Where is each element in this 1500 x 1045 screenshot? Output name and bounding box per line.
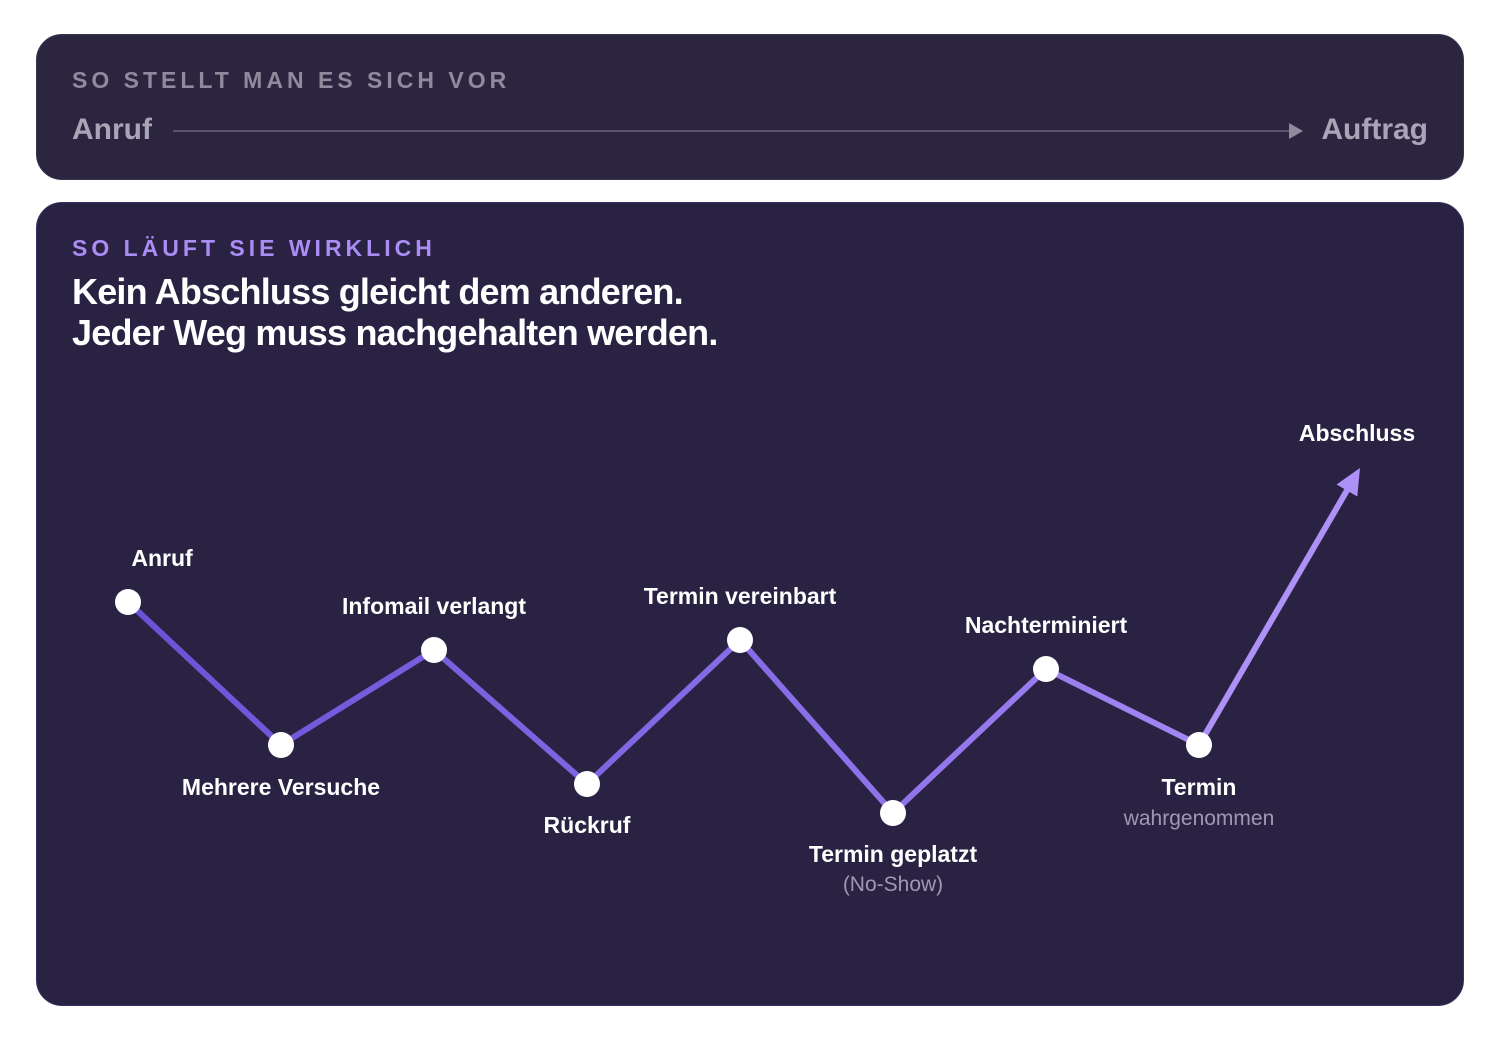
expectation-card: SO STELLT MAN ES SICH VOR Anruf Auftrag xyxy=(36,34,1464,180)
journey-step-label: Anruf xyxy=(131,545,193,571)
reality-headline: Kein Abschluss gleicht dem anderen. Jede… xyxy=(72,271,718,353)
expectation-eyebrow: SO STELLT MAN ES SICH VOR xyxy=(72,67,511,93)
journey-step-node xyxy=(421,637,447,663)
expectation-end-label: Auftrag xyxy=(1321,113,1428,146)
straight-arrow-icon xyxy=(173,123,1303,139)
expectation-start-label: Anruf xyxy=(72,113,152,146)
journey-step-node xyxy=(880,800,906,826)
journey-step-label: Termin xyxy=(1162,774,1237,800)
reality-eyebrow: SO LÄUFT SIE WIRKLICH xyxy=(72,235,436,261)
journey-step-sublabel: wahrgenommen xyxy=(1123,807,1275,830)
journey-step-label: Mehrere Versuche xyxy=(182,774,380,800)
journey-step-label: Termin geplatzt xyxy=(809,841,978,867)
journey-step-node xyxy=(1186,732,1212,758)
journey-step-node xyxy=(268,732,294,758)
journey-step-node xyxy=(1033,656,1059,682)
journey-step-label: Nachterminiert xyxy=(965,612,1128,638)
journey-step-node xyxy=(727,627,753,653)
journey-step-node xyxy=(574,771,600,797)
journey-end-label: Abschluss xyxy=(1299,420,1415,446)
journey-step-sublabel: (No-Show) xyxy=(843,873,943,896)
journey-step-node xyxy=(115,589,141,615)
journey-step-label: Termin vereinbart xyxy=(644,583,837,609)
headline-line-2: Jeder Weg muss nachgehalten werden. xyxy=(72,312,718,353)
journey-step-label: Rückruf xyxy=(544,812,631,838)
journey-step-label: Infomail verlangt xyxy=(342,593,526,619)
headline-line-1: Kein Abschluss gleicht dem anderen. xyxy=(72,271,684,312)
